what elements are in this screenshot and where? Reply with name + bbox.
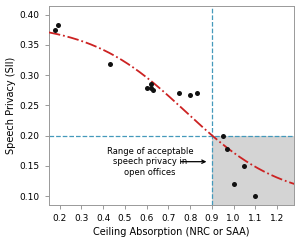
Point	[148, 87, 153, 90]
Point	[107, 62, 112, 66]
Point	[242, 164, 247, 168]
Point	[188, 93, 193, 96]
Y-axis label: Speech Privacy (SII): Speech Privacy (SII)	[6, 57, 16, 154]
Point	[151, 88, 156, 92]
X-axis label: Ceiling Absorption (NRC or SAA): Ceiling Absorption (NRC or SAA)	[93, 227, 250, 237]
Point	[194, 91, 199, 95]
Bar	[212, 136, 294, 205]
Point	[148, 82, 153, 86]
Point	[144, 87, 149, 90]
Text: Range of acceptable
speech privacy in
open offices: Range of acceptable speech privacy in op…	[106, 147, 193, 177]
Point	[225, 147, 230, 151]
Point	[253, 194, 258, 198]
Point	[220, 134, 225, 138]
Point	[53, 28, 58, 32]
Point	[55, 23, 60, 27]
Point	[177, 91, 182, 95]
Point	[231, 182, 236, 186]
